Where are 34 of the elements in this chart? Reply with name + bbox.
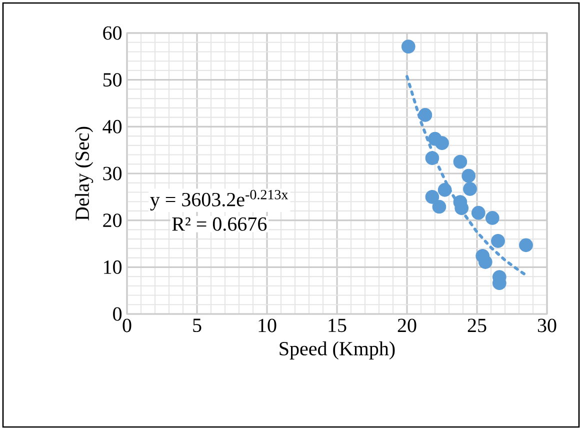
point	[438, 182, 452, 197]
y-tick-label: 0	[113, 307, 122, 321]
point	[435, 136, 449, 150]
point	[432, 200, 446, 214]
point	[471, 206, 486, 220]
x-tick-label: 5	[193, 318, 202, 332]
point	[418, 108, 432, 122]
line-series	[406, 75, 528, 277]
x-tick-label: 0	[122, 318, 132, 332]
x-tick-label: 30	[538, 318, 556, 332]
point	[401, 40, 416, 54]
point	[462, 168, 476, 183]
point	[453, 154, 468, 169]
point	[491, 234, 505, 248]
point	[478, 255, 492, 269]
annotation: R² = 0.6676	[172, 217, 267, 231]
point	[463, 182, 477, 196]
x-tick-label: 15	[328, 318, 346, 332]
point	[425, 190, 440, 204]
y-tick-label: 60	[103, 26, 122, 40]
point	[519, 238, 533, 252]
x-tick-label: 20	[398, 318, 416, 332]
x-tick-label: 10	[258, 318, 276, 332]
annotation: y = 3603.2e$^{-0.213x}$	[150, 190, 288, 210]
y-axis-title: Delay (Sec)	[74, 126, 94, 220]
point	[425, 151, 440, 165]
y-tick-label: 40	[102, 120, 122, 134]
x-axis-title: Speed (Kmph)	[280, 341, 395, 360]
x-tick-label: 25	[468, 318, 486, 332]
y-tick-label: 10	[104, 260, 122, 274]
y-tick-label: 50	[103, 73, 122, 87]
y-tick-label: 20	[103, 214, 122, 228]
point	[485, 211, 500, 225]
y-tick-label: 30	[103, 166, 122, 180]
